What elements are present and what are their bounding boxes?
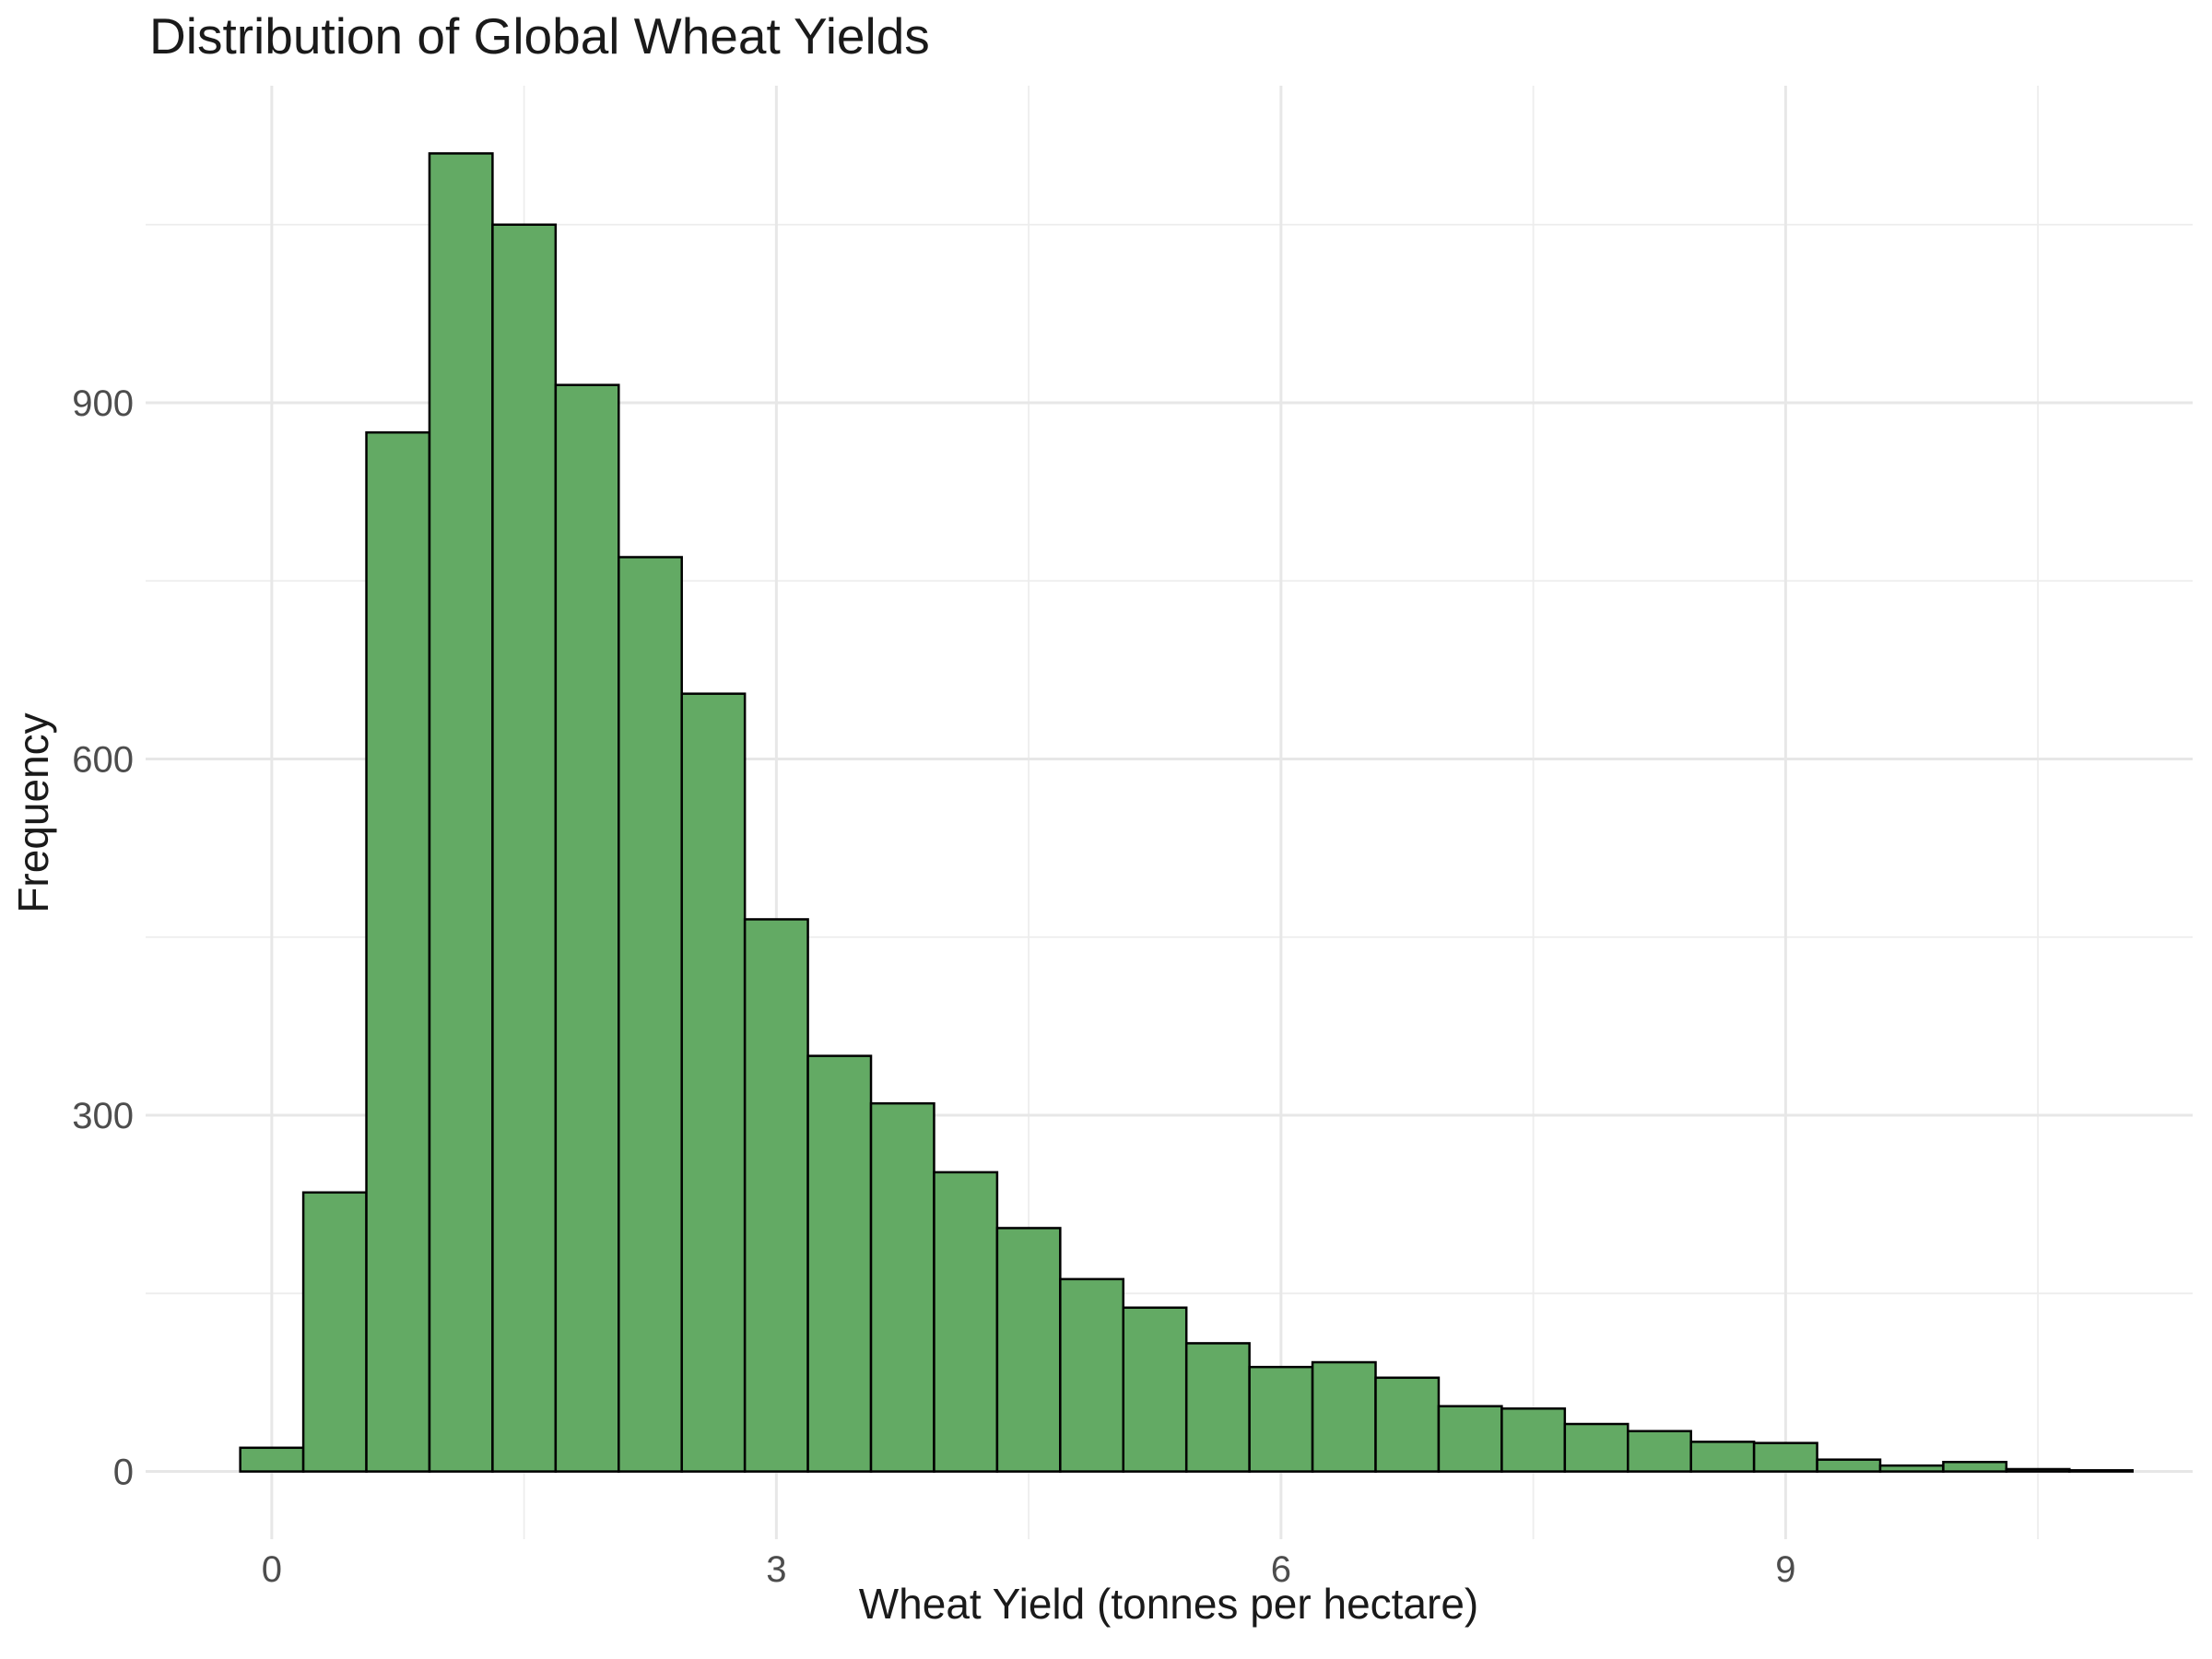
x-tick-label: 6 bbox=[1271, 1549, 1291, 1590]
histogram-bar bbox=[554, 383, 620, 1473]
histogram-bar bbox=[1059, 1277, 1125, 1473]
histogram-bar bbox=[618, 556, 683, 1473]
histogram-bar bbox=[1437, 1405, 1503, 1473]
histogram-bar bbox=[680, 692, 747, 1473]
histogram-bars bbox=[239, 152, 2135, 1473]
histogram-bar bbox=[1689, 1441, 1756, 1473]
histogram-bar bbox=[933, 1171, 999, 1473]
y-axis-tick-labels: 0 300 600 900 bbox=[72, 383, 134, 1493]
histogram-bar bbox=[491, 223, 558, 1473]
histogram-bar bbox=[1248, 1365, 1314, 1473]
x-tick-label: 0 bbox=[262, 1549, 282, 1590]
x-axis-tick-labels: 0 3 6 9 bbox=[262, 1549, 1796, 1590]
histogram-bar bbox=[1878, 1464, 1945, 1473]
histogram-bar bbox=[1752, 1441, 1818, 1473]
histogram-bar bbox=[1122, 1306, 1188, 1473]
histogram-bar bbox=[301, 1191, 368, 1473]
histogram-bar bbox=[1311, 1360, 1377, 1473]
y-axis-title: Frequency bbox=[9, 712, 57, 912]
histogram-bar bbox=[239, 1446, 305, 1473]
x-tick-label: 9 bbox=[1775, 1549, 1795, 1590]
histogram-bar bbox=[2005, 1467, 2071, 1473]
histogram-bar bbox=[995, 1227, 1062, 1473]
x-axis-title: Wheat Yield (tonnes per hectare) bbox=[859, 1580, 1478, 1628]
histogram-bar bbox=[1500, 1407, 1567, 1473]
x-tick-label: 3 bbox=[766, 1549, 786, 1590]
histogram-bar bbox=[1184, 1342, 1251, 1473]
histogram-bar bbox=[365, 430, 431, 1473]
histogram-bar bbox=[806, 1054, 873, 1473]
histogram-bar bbox=[1816, 1458, 1882, 1473]
histogram-bar bbox=[1627, 1430, 1692, 1473]
histogram-bar bbox=[1563, 1422, 1630, 1473]
y-tick-label: 0 bbox=[113, 1453, 134, 1493]
histogram-bar bbox=[428, 152, 494, 1473]
histogram-bar bbox=[2068, 1469, 2135, 1473]
histogram-bar bbox=[743, 918, 809, 1473]
histogram-bar bbox=[869, 1101, 935, 1473]
histogram-bar bbox=[1942, 1461, 2008, 1473]
histogram-bar bbox=[1374, 1376, 1441, 1473]
y-tick-label: 300 bbox=[72, 1096, 134, 1136]
chart-title: Distribution of Global Wheat Yields bbox=[149, 7, 930, 65]
y-tick-label: 600 bbox=[72, 740, 134, 781]
y-tick-label: 900 bbox=[72, 383, 134, 424]
